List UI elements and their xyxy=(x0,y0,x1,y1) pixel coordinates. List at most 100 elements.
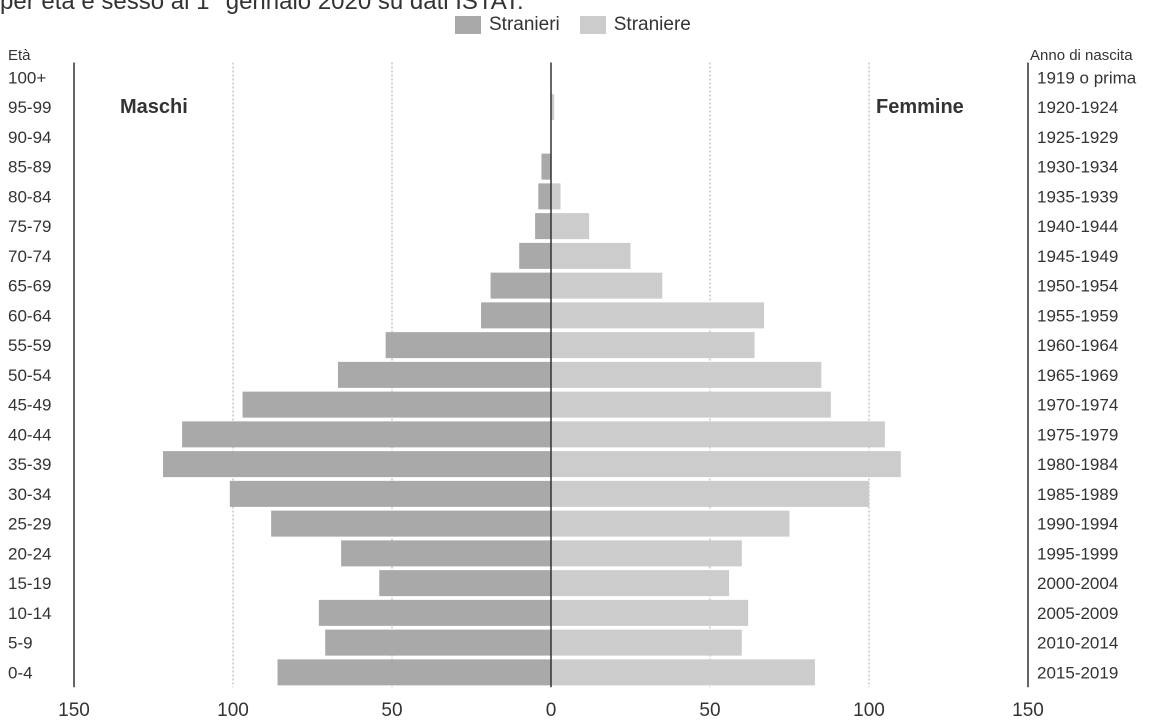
bar-male-35-39 xyxy=(163,451,552,478)
birth-year-label: 2005-2009 xyxy=(1037,604,1118,623)
age-label: 65-69 xyxy=(8,277,51,296)
bar-female-15-19 xyxy=(551,570,730,597)
bar-male-65-69 xyxy=(490,272,551,299)
legend-swatch-stranieri xyxy=(455,16,481,34)
bar-male-40-44 xyxy=(182,421,551,448)
bar-male-75-79 xyxy=(535,213,551,240)
legend-item-straniere: Straniere xyxy=(579,14,691,36)
age-label: 80-84 xyxy=(8,187,51,206)
age-label: 40-44 xyxy=(8,425,51,444)
bar-male-30-34 xyxy=(229,480,551,507)
bar-male-15-19 xyxy=(379,570,551,597)
birth-year-label: 1950-1954 xyxy=(1037,277,1118,296)
bar-male-55-59 xyxy=(385,332,551,359)
bar-male-85-89 xyxy=(541,153,551,180)
birth-year-label: 2000-2004 xyxy=(1037,574,1118,593)
bar-female-70-74 xyxy=(551,242,631,269)
legend-item-stranieri: Stranieri xyxy=(455,14,560,36)
bar-male-20-24 xyxy=(341,540,551,567)
birth-year-label: 1945-1949 xyxy=(1037,247,1118,266)
labels: Età Anno di nascita Maschi Femmine xyxy=(8,47,1133,118)
bar-female-55-59 xyxy=(551,332,755,359)
birth-year-label: 1930-1934 xyxy=(1037,158,1118,177)
bar-female-45-49 xyxy=(551,391,831,418)
age-label: 85-89 xyxy=(8,158,51,177)
birth-year-label: 1935-1939 xyxy=(1037,187,1118,206)
left-panel-label: Maschi xyxy=(120,96,188,118)
bar-female-10-14 xyxy=(551,599,749,626)
right-panel-label: Femmine xyxy=(876,96,964,118)
bar-male-5-9 xyxy=(325,629,551,656)
bar-female-25-29 xyxy=(551,510,790,537)
bar-female-0-4 xyxy=(551,659,815,686)
bar-male-25-29 xyxy=(271,510,551,537)
bar-female-80-84 xyxy=(551,183,561,210)
bar-male-0-4 xyxy=(277,659,551,686)
age-label: 50-54 xyxy=(8,366,51,385)
birth-year-label: 1955-1959 xyxy=(1037,306,1118,325)
bars: 0-4 2015-2019 5-9 2010-2014 10-14 2005-2009 15… xyxy=(8,62,1137,688)
age-label: 95-99 xyxy=(8,98,51,117)
legend-label-stranieri: Stranieri xyxy=(489,14,560,35)
birth-year-label: 1995-1999 xyxy=(1037,544,1118,563)
x-tick-label: 150 xyxy=(58,700,90,720)
birth-year-label: 1960-1964 xyxy=(1037,336,1118,355)
age-label: 100+ xyxy=(8,68,46,87)
birth-year-label: 1940-1944 xyxy=(1037,217,1118,236)
age-label: 35-39 xyxy=(8,455,51,474)
birth-year-label: 1920-1924 xyxy=(1037,98,1118,117)
legend: Stranieri Straniere xyxy=(455,12,711,38)
bar-female-50-54 xyxy=(551,361,822,388)
birth-year-label: 1970-1974 xyxy=(1037,396,1118,415)
age-label: 0-4 xyxy=(8,663,33,682)
bar-male-70-74 xyxy=(519,242,551,269)
bar-female-35-39 xyxy=(551,451,901,478)
x-tick-label: 100 xyxy=(217,700,249,720)
bar-female-30-34 xyxy=(551,480,869,507)
bar-female-60-64 xyxy=(551,302,765,329)
birth-year-label: 2015-2019 xyxy=(1037,663,1118,682)
x-tick-label: 0 xyxy=(546,700,557,720)
bar-male-10-14 xyxy=(318,599,551,626)
birth-year-label: 1985-1989 xyxy=(1037,485,1118,504)
bar-male-50-54 xyxy=(337,361,551,388)
age-label: 75-79 xyxy=(8,217,51,236)
bar-female-95-99 xyxy=(551,94,555,121)
left-axis-title: Età xyxy=(8,47,31,64)
birth-year-label: 1965-1969 xyxy=(1037,366,1118,385)
x-tick-label: 50 xyxy=(699,700,720,720)
bar-female-40-44 xyxy=(551,421,885,448)
birth-year-label: 2010-2014 xyxy=(1037,634,1118,653)
age-label: 60-64 xyxy=(8,306,51,325)
bar-female-75-79 xyxy=(551,213,590,240)
bar-male-45-49 xyxy=(242,391,552,418)
bar-female-65-69 xyxy=(551,272,663,299)
x-tick-label: 150 xyxy=(1012,700,1044,720)
legend-swatch-straniere xyxy=(579,16,606,34)
bar-female-20-24 xyxy=(551,540,742,567)
age-label: 30-34 xyxy=(8,485,51,504)
age-label: 15-19 xyxy=(8,574,51,593)
birth-year-label: 1925-1929 xyxy=(1037,128,1118,147)
birth-year-label: 1990-1994 xyxy=(1037,515,1118,534)
bar-male-80-84 xyxy=(538,183,551,210)
bar-female-5-9 xyxy=(551,629,742,656)
chart-subtitle: per età e sesso al 1° gennaio 2020 su da… xyxy=(0,0,524,15)
x-tick-label: 50 xyxy=(381,700,402,720)
age-label: 10-14 xyxy=(8,604,51,623)
birth-year-label: 1975-1979 xyxy=(1037,425,1118,444)
right-axis-title: Anno di nascita xyxy=(1030,47,1133,64)
age-label: 55-59 xyxy=(8,336,51,355)
age-label: 25-29 xyxy=(8,515,51,534)
age-label: 20-24 xyxy=(8,544,51,563)
age-label: 90-94 xyxy=(8,128,51,147)
legend-label-straniere: Straniere xyxy=(613,14,691,35)
x-tick-label: 100 xyxy=(853,700,885,720)
age-label: 5-9 xyxy=(8,634,33,653)
birth-year-label: 1919 o prima xyxy=(1037,68,1137,87)
bar-male-60-64 xyxy=(481,302,551,329)
age-label: 45-49 xyxy=(8,396,51,415)
age-label: 70-74 xyxy=(8,247,51,266)
birth-year-label: 1980-1984 xyxy=(1037,455,1118,474)
